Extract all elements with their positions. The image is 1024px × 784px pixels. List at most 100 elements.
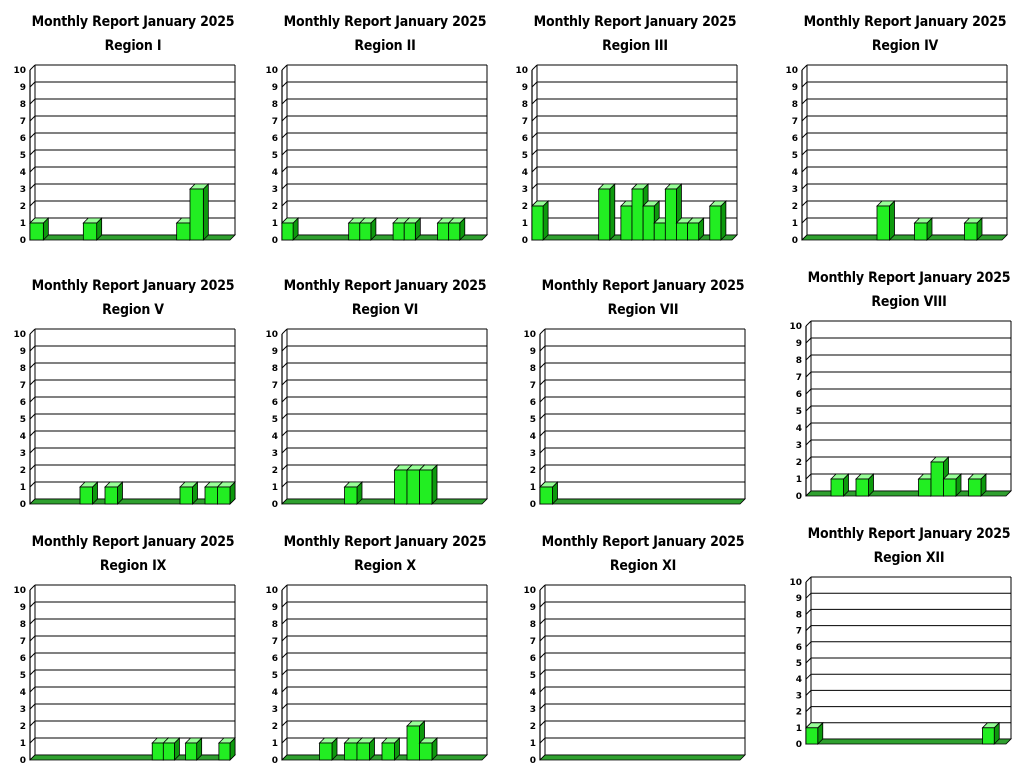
y-tick-label: 7 (792, 117, 798, 127)
gridline-side (805, 456, 812, 463)
y-tick-label: 5 (796, 659, 802, 669)
gridline-side (281, 584, 288, 591)
gridline-side (539, 413, 546, 420)
y-tick-label: 10 (789, 322, 802, 332)
y-tick-label: 10 (523, 586, 536, 596)
gridline-side (801, 217, 808, 224)
y-tick-label: 1 (796, 475, 802, 485)
y-tick-label: 1 (796, 724, 802, 734)
y-tick-label: 0 (530, 756, 536, 766)
gridline-side (801, 132, 808, 139)
y-tick-label: 1 (530, 483, 536, 493)
y-tick-label: 8 (20, 100, 26, 110)
gridline-side (281, 328, 288, 335)
gridline-side (805, 609, 812, 615)
floor (29, 498, 236, 505)
gridline-side (531, 149, 538, 156)
y-tick-label: 9 (530, 347, 536, 357)
gridline-side (281, 703, 288, 710)
bar (963, 217, 983, 241)
gridline-side (281, 720, 288, 727)
bar (343, 481, 363, 505)
y-tick-label: 4 (796, 675, 802, 685)
y-tick-label: 7 (20, 637, 26, 647)
gridline-side (29, 601, 36, 608)
y-tick-label: 2 (796, 708, 802, 718)
gridline-side (29, 481, 36, 488)
gridline-side (281, 447, 288, 454)
gridline-side (805, 690, 812, 696)
gridline-side (539, 464, 546, 471)
y-tick-label: 2 (20, 722, 26, 732)
y-tick-label: 1 (20, 219, 26, 229)
gridline-side (805, 657, 812, 664)
gridline-side (281, 618, 288, 625)
bar (708, 200, 727, 241)
y-tick-label: 2 (20, 466, 26, 476)
y-tick-label: 9 (20, 347, 26, 357)
gridline-side (281, 413, 288, 420)
floor (805, 738, 1012, 745)
y-tick-label: 4 (272, 168, 278, 178)
y-tick-label: 1 (272, 219, 278, 229)
gridline-side (531, 166, 538, 173)
gridline-side (539, 584, 546, 591)
y-tick-label: 8 (530, 620, 536, 630)
gridline-side (805, 673, 812, 680)
y-tick-label: 2 (530, 722, 536, 732)
y-tick-label: 7 (272, 381, 278, 391)
bar-chart: 0 1 2 3 4 5 6 7 8 9 10 (265, 64, 488, 246)
gridline-side (29, 464, 36, 471)
y-tick-label: 2 (522, 202, 528, 212)
gridline-side (29, 669, 36, 676)
y-tick-label: 7 (272, 637, 278, 647)
y-tick-label: 5 (272, 671, 278, 681)
floor (801, 234, 1008, 241)
y-tick-label: 10 (785, 66, 798, 76)
gridline-side (281, 652, 288, 659)
y-tick-label: 2 (530, 466, 536, 476)
bar (184, 737, 203, 761)
bar-chart: 0 1 2 3 4 5 6 7 8 9 10 (523, 584, 746, 766)
y-tick-label: 9 (20, 603, 26, 613)
y-tick-label: 0 (530, 500, 536, 510)
gridline-side (539, 345, 546, 352)
chart-panel-region-vii: Monthly Report January 2025 Region VII 0… (518, 272, 768, 528)
y-tick-label: 6 (272, 654, 278, 664)
gridline-side (805, 371, 812, 378)
y-tick-label: 0 (272, 236, 278, 246)
bar (418, 737, 438, 761)
gridline-side (801, 98, 808, 105)
y-tick-label: 10 (13, 586, 26, 596)
bar (830, 473, 850, 497)
gridline-side (29, 703, 36, 710)
gridline-side (805, 439, 812, 446)
y-tick-label: 3 (530, 449, 536, 459)
y-tick-label: 8 (522, 100, 528, 110)
gridline-side (29, 379, 36, 386)
chart-panel-region-ii: Monthly Report January 2025 Region II 0 1… (260, 8, 510, 264)
chart-subtitle: Region V (102, 302, 164, 318)
gridline-side (805, 337, 812, 344)
gridline-side (29, 64, 36, 71)
gridline-side (281, 200, 288, 207)
y-tick-label: 5 (796, 407, 802, 417)
y-tick-label: 9 (272, 83, 278, 93)
gridline-side (805, 576, 812, 583)
y-tick-label: 8 (796, 610, 802, 620)
gridline-side (29, 183, 36, 190)
bar-chart: 0 1 2 3 4 5 6 7 8 9 10 (13, 64, 236, 246)
chart-title: Monthly Report January 2025 (807, 270, 1011, 286)
y-tick-label: 10 (515, 66, 528, 76)
chart-subtitle: Region IX (99, 558, 167, 574)
y-tick-label: 1 (20, 739, 26, 749)
gridline-side (531, 81, 538, 88)
y-tick-label: 2 (20, 202, 26, 212)
gridline-side (539, 686, 546, 693)
y-tick-label: 3 (272, 449, 278, 459)
y-tick-label: 0 (272, 500, 278, 510)
gridline-side (801, 81, 808, 88)
y-tick-label: 5 (272, 151, 278, 161)
gridline-side (801, 149, 808, 156)
y-tick-label: 9 (522, 83, 528, 93)
